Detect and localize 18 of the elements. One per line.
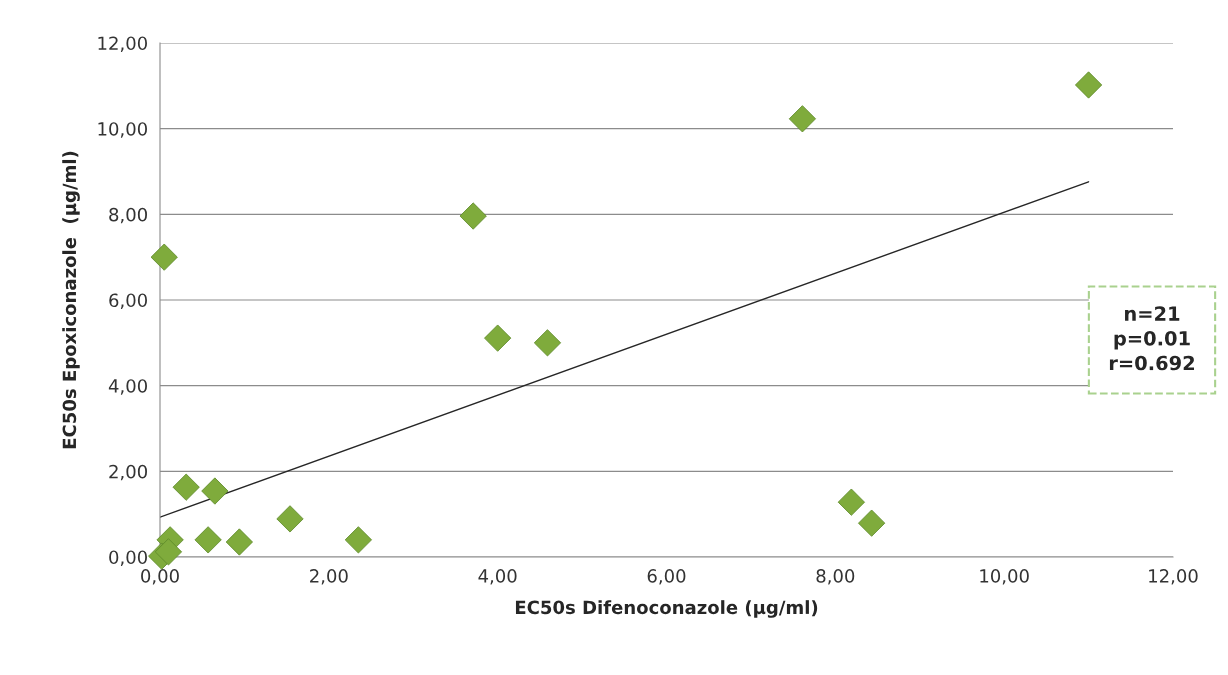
x-tick-label: 0,00 (141, 569, 179, 585)
x-tick-label: 2,00 (310, 569, 348, 585)
y-tick-label: 12,00 (98, 36, 147, 52)
point (459, 202, 487, 230)
y-tick-label: 8,00 (109, 207, 147, 224)
x-tick-label: 12,00 (1149, 569, 1198, 585)
x-tick-label: 10,00 (980, 569, 1029, 585)
x-tick-label: 4,00 (478, 569, 517, 585)
y-tick-label: 0,00 (109, 550, 147, 566)
x-axis-title: EC50s Difenoconazole (µg/ml) (515, 600, 818, 618)
y-tick-label: 4,00 (108, 379, 147, 395)
y-tick-label: 10,00 (98, 122, 147, 138)
y-tick-label: 6,00 (109, 293, 147, 309)
x-tick-label: 6,00 (647, 569, 686, 585)
y-tick-label: 2,00 (109, 464, 147, 481)
x-tick-label: 8,00 (816, 569, 855, 585)
y-axis-title: EC50s Epoxiconazole (µg/ml) (62, 151, 80, 449)
annotation: n=21 p=0.01 r=0.692 (1109, 306, 1194, 371)
